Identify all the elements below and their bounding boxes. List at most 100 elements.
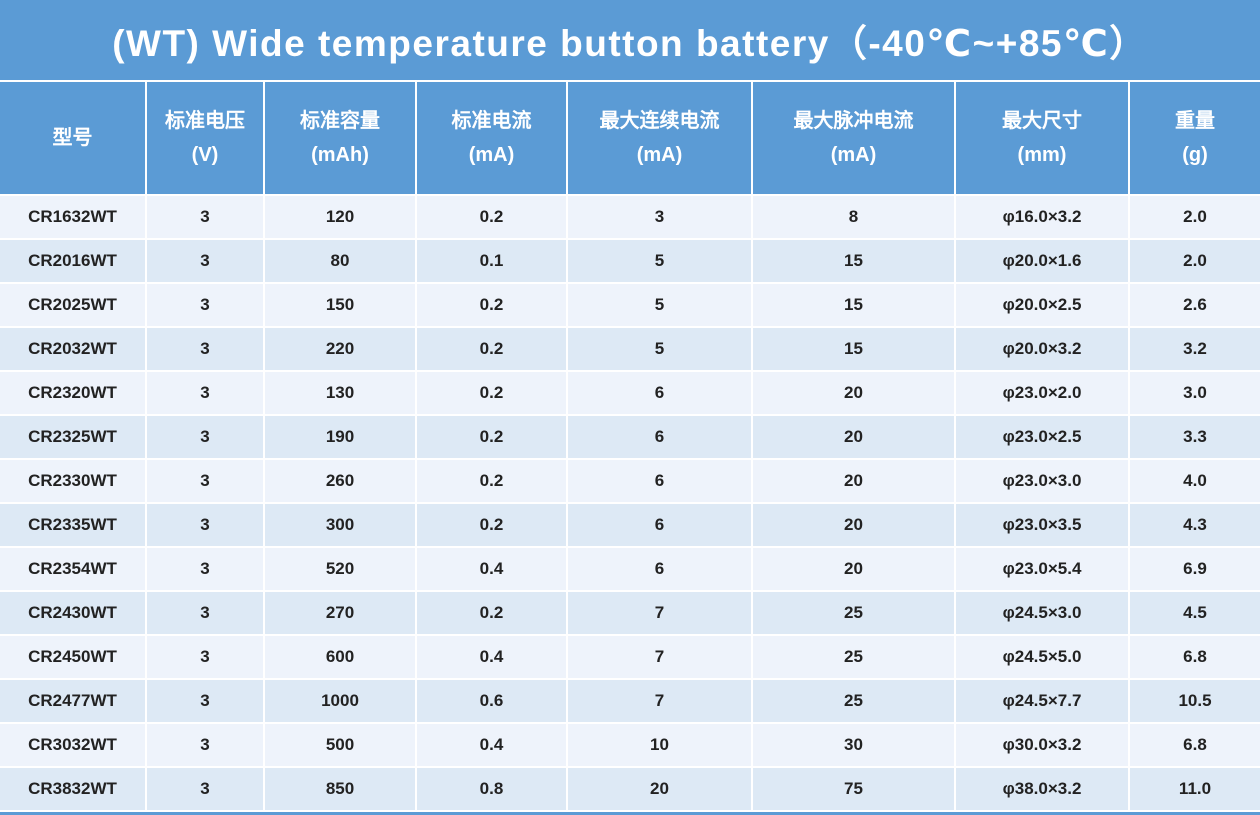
table-cell: CR3032WT xyxy=(0,722,147,767)
table-cell: 600 xyxy=(264,634,417,679)
table-cell: 130 xyxy=(264,370,417,415)
table-cell: CR2032WT xyxy=(0,326,147,371)
column-header-unit: (g) xyxy=(1182,144,1208,166)
table-row: CR2325WT 3 190 0.2 6 20 φ23.0×2.5 3.3 xyxy=(0,414,1260,459)
table-cell: 4.5 xyxy=(1129,590,1260,635)
page-title: (WT) Wide temperature button battery（-40… xyxy=(0,0,1260,82)
table-cell: 0.2 xyxy=(416,370,568,415)
table-cell: 850 xyxy=(264,766,417,810)
table-cell: 25 xyxy=(752,678,956,723)
table-cell: φ16.0×3.2 xyxy=(955,194,1130,239)
table-cell: 80 xyxy=(264,238,417,283)
table-row: CR3032WT 3 500 0.4 10 30 φ30.0×3.2 6.8 xyxy=(0,722,1260,767)
table-cell: 8 xyxy=(752,194,956,239)
table-cell: φ20.0×2.5 xyxy=(955,282,1130,327)
column-header-name: 标准电流 xyxy=(451,110,532,132)
table-cell: 150 xyxy=(264,282,417,327)
table-cell: CR1632WT xyxy=(0,194,147,239)
table-cell: 190 xyxy=(264,414,417,459)
table-cell: 6.8 xyxy=(1129,634,1260,679)
column-header-name: 最大连续电流 xyxy=(599,110,720,132)
table-cell: 15 xyxy=(752,238,956,283)
table-cell: 5 xyxy=(567,282,753,327)
column-header-name: 型号 xyxy=(52,127,93,149)
table-cell: 3 xyxy=(146,634,265,679)
table-cell: 0.2 xyxy=(416,414,568,459)
column-header-unit: (mA) xyxy=(468,144,515,166)
table-cell: CR2335WT xyxy=(0,502,147,547)
table-cell: 500 xyxy=(264,722,417,767)
column-header: 最大连续电流 (mA) xyxy=(567,82,753,195)
column-header-name: 标准电压 xyxy=(165,110,245,132)
table-cell: φ24.5×5.0 xyxy=(955,634,1130,679)
table-row: CR2335WT 3 300 0.2 6 20 φ23.0×3.5 4.3 xyxy=(0,502,1260,547)
table-cell: 4.3 xyxy=(1129,502,1260,547)
table-cell: 0.2 xyxy=(416,194,568,239)
table-cell: 3 xyxy=(567,194,753,239)
table-row: CR2477WT 3 1000 0.6 7 25 φ24.5×7.7 10.5 xyxy=(0,678,1260,723)
table-row: CR2354WT 3 520 0.4 6 20 φ23.0×5.4 6.9 xyxy=(0,546,1260,591)
spec-table: 型号 标准电压 (V) 标准容量 (mAh) 标准电流 (mA) 最大连续电流 (mA) 最大脉冲… xyxy=(0,82,1260,810)
table-cell: 20 xyxy=(752,502,956,547)
table-cell: 4.0 xyxy=(1129,458,1260,503)
table-cell: 25 xyxy=(752,590,956,635)
table-cell: 10 xyxy=(567,722,753,767)
table-cell: φ23.0×2.5 xyxy=(955,414,1130,459)
table-cell: 3 xyxy=(146,282,265,327)
table-cell: φ20.0×3.2 xyxy=(955,326,1130,371)
table-cell: 30 xyxy=(752,722,956,767)
table-cell: 20 xyxy=(567,766,753,810)
table-cell: φ24.5×3.0 xyxy=(955,590,1130,635)
table-cell: 0.2 xyxy=(416,458,568,503)
table-cell: 20 xyxy=(752,414,956,459)
table-cell: CR2450WT xyxy=(0,634,147,679)
table-cell: 0.4 xyxy=(416,546,568,591)
table-cell: CR2430WT xyxy=(0,590,147,635)
table-cell: 3 xyxy=(146,370,265,415)
column-header-name: 重量 xyxy=(1175,110,1215,132)
table-cell: 5 xyxy=(567,326,753,371)
table-cell: φ20.0×1.6 xyxy=(955,238,1130,283)
column-header-name: 最大尺寸 xyxy=(1002,110,1082,132)
table-row: CR1632WT 3 120 0.2 3 8 φ16.0×3.2 2.0 xyxy=(0,194,1260,239)
table-cell: 3.0 xyxy=(1129,370,1260,415)
table-cell: 20 xyxy=(752,370,956,415)
table-cell: 6 xyxy=(567,414,753,459)
table-cell: φ30.0×3.2 xyxy=(955,722,1130,767)
table-cell: CR2477WT xyxy=(0,678,147,723)
table-row: CR2025WT 3 150 0.2 5 15 φ20.0×2.5 2.6 xyxy=(0,282,1260,327)
column-header-unit: (mA) xyxy=(636,144,683,166)
table-cell: 6 xyxy=(567,502,753,547)
table-row: CR2032WT 3 220 0.2 5 15 φ20.0×3.2 3.2 xyxy=(0,326,1260,371)
table-cell: 120 xyxy=(264,194,417,239)
table-cell: 11.0 xyxy=(1129,766,1260,810)
table-cell: 3.2 xyxy=(1129,326,1260,371)
column-header: 标准电压 (V) xyxy=(146,82,265,195)
table-cell: 3 xyxy=(146,458,265,503)
table-cell: 0.2 xyxy=(416,282,568,327)
column-header: 型号 xyxy=(0,82,147,195)
table-cell: φ23.0×3.5 xyxy=(955,502,1130,547)
table-cell: 6 xyxy=(567,546,753,591)
table-cell: 300 xyxy=(264,502,417,547)
column-header-name: 标准容量 xyxy=(300,110,380,132)
table-cell: CR3832WT xyxy=(0,766,147,810)
table-cell: 0.1 xyxy=(416,238,568,283)
table-cell: 6 xyxy=(567,458,753,503)
table-cell: 0.6 xyxy=(416,678,568,723)
table-cell: 520 xyxy=(264,546,417,591)
table-cell: 15 xyxy=(752,326,956,371)
table-cell: 3 xyxy=(146,766,265,810)
table-cell: CR2025WT xyxy=(0,282,147,327)
table-cell: 5 xyxy=(567,238,753,283)
table-row: CR2430WT 3 270 0.2 7 25 φ24.5×3.0 4.5 xyxy=(0,590,1260,635)
table-cell: 20 xyxy=(752,546,956,591)
table-cell: 3 xyxy=(146,326,265,371)
table-cell: 7 xyxy=(567,678,753,723)
table-cell: 0.2 xyxy=(416,590,568,635)
table-cell: 3 xyxy=(146,722,265,767)
column-header-unit: (mA) xyxy=(830,144,877,166)
table-cell: 6 xyxy=(567,370,753,415)
table-cell: 3 xyxy=(146,502,265,547)
